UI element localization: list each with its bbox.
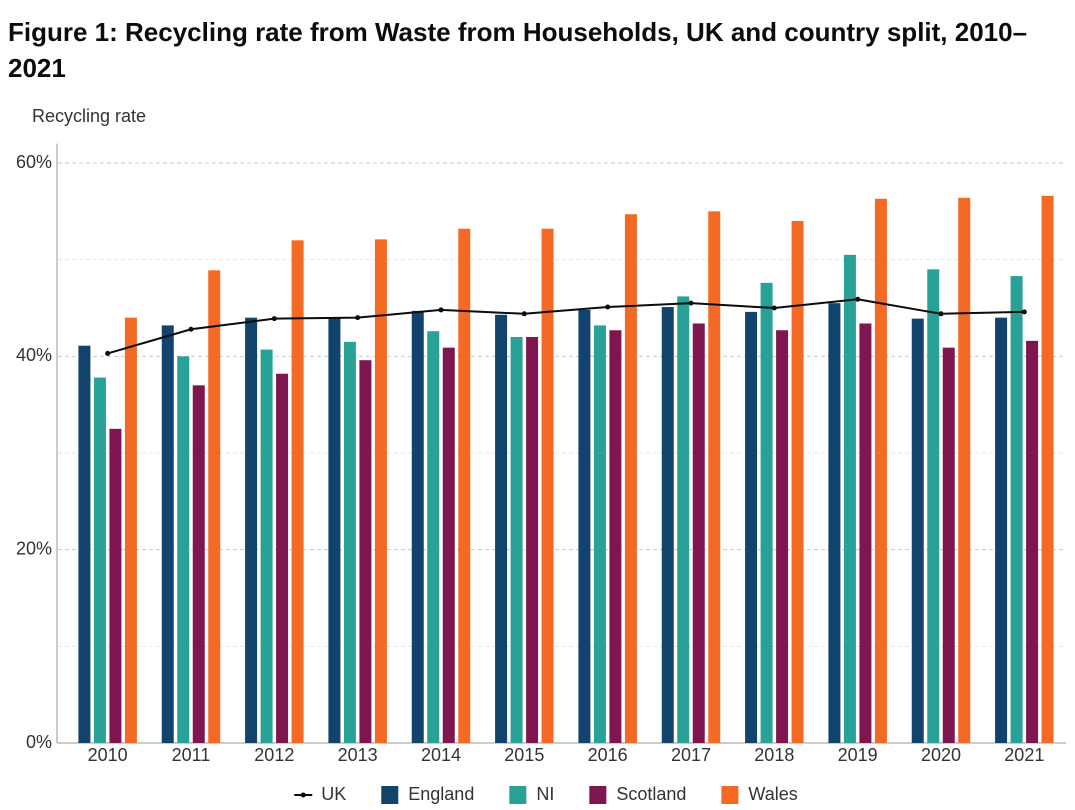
legend-point (300, 792, 306, 798)
bar (109, 428, 122, 743)
x-tick-label: 2018 (754, 745, 794, 765)
bar (93, 377, 106, 743)
x-tick-label: 2011 (172, 745, 211, 765)
bar (624, 214, 637, 743)
x-tick-label: 2015 (504, 745, 544, 765)
x-tick-label: 2014 (421, 745, 461, 765)
legend-swatch (589, 786, 607, 804)
line-point (188, 326, 194, 332)
bar (995, 317, 1008, 743)
line-point (688, 300, 694, 306)
bar (661, 307, 674, 743)
bar (343, 341, 356, 743)
legend-swatch (381, 786, 399, 804)
x-tick-label: 2013 (338, 745, 378, 765)
bar (245, 317, 258, 743)
bar (1026, 340, 1039, 743)
legend-swatch (721, 786, 739, 804)
bar (942, 347, 955, 743)
line-point (938, 311, 944, 317)
bar (708, 211, 721, 744)
bar (411, 310, 424, 743)
legend-label: NI (536, 784, 554, 804)
bar (692, 323, 705, 743)
bar (911, 318, 924, 743)
y-tick-label: 40% (16, 345, 52, 365)
bar (526, 337, 539, 743)
bar (359, 360, 372, 743)
line (107, 298, 1025, 355)
x-tick-label: 2010 (88, 745, 128, 765)
x-tick-label: 2020 (921, 745, 961, 765)
x-tick-label: 2012 (254, 745, 294, 765)
bar (776, 330, 789, 743)
line-point (605, 304, 611, 310)
bar (374, 239, 387, 743)
bar (124, 317, 137, 743)
bar (427, 331, 440, 743)
bar (745, 311, 758, 743)
chart-title: Figure 1: Recycling rate from Waste from… (8, 17, 1028, 83)
legend: UK England NI Scotland Wales (294, 784, 798, 804)
bar (458, 228, 471, 743)
x-tick-label: 2021 (1004, 745, 1044, 765)
bar (260, 349, 273, 743)
line-point (438, 307, 444, 313)
bar (760, 282, 773, 743)
legend-label: Scotland (616, 784, 686, 804)
bar (791, 221, 804, 743)
bar (593, 325, 606, 743)
line-point (521, 311, 527, 317)
legend-label: UK (321, 784, 346, 804)
bar (161, 325, 174, 743)
line-point (1021, 309, 1027, 315)
bar (927, 269, 940, 743)
bar (874, 198, 887, 743)
bar (843, 254, 856, 744)
bar (578, 309, 591, 743)
bar (495, 314, 508, 743)
legend-label: England (408, 784, 474, 804)
line-point (271, 316, 277, 322)
bar (208, 270, 221, 743)
bar (958, 197, 971, 744)
bar (276, 373, 289, 743)
bar (859, 323, 872, 743)
y-tick-label: 0% (26, 732, 52, 752)
bar (328, 317, 341, 743)
line-point (771, 305, 777, 311)
bar (1010, 276, 1023, 743)
y-tick-label: 60% (16, 152, 52, 172)
line-point (355, 315, 361, 321)
bar (609, 330, 622, 743)
x-tick-label: 2017 (671, 745, 711, 765)
bar (291, 240, 304, 744)
bar (828, 303, 841, 743)
legend-label: Wales (748, 784, 797, 804)
bar (510, 337, 523, 743)
legend-swatch (509, 786, 527, 804)
bar (177, 356, 190, 743)
y-tick-label: 20% (16, 538, 52, 558)
y-axis-label: Recycling rate (32, 106, 146, 126)
x-tick-label: 2019 (838, 745, 878, 765)
bar (192, 385, 205, 743)
bar (1041, 195, 1054, 743)
x-tick-label: 2016 (588, 745, 628, 765)
line-point (855, 296, 861, 302)
bar (541, 228, 554, 743)
bar (442, 347, 455, 743)
bar (78, 345, 91, 743)
line-point (105, 350, 111, 356)
bar (677, 296, 690, 743)
